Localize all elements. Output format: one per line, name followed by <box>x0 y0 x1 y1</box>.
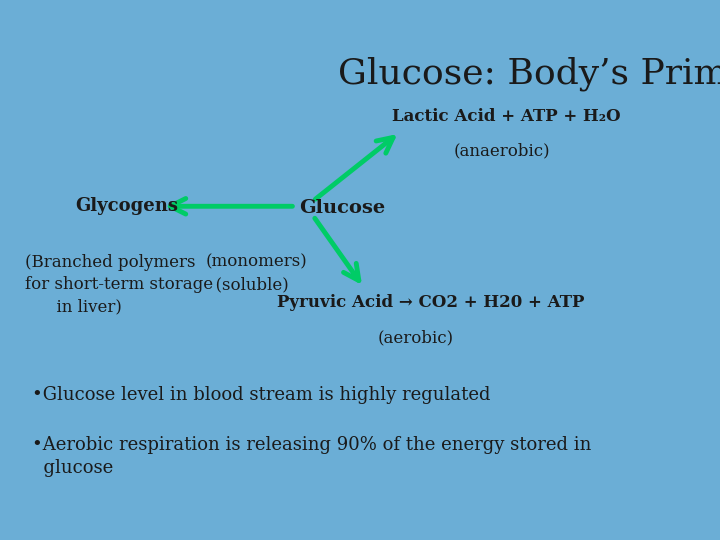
Text: Glycogens: Glycogens <box>76 197 179 215</box>
Text: (monomers)
  (soluble): (monomers) (soluble) <box>205 254 307 293</box>
Text: •Aerobic respiration is releasing 90% of the energy stored in
  glucose: •Aerobic respiration is releasing 90% of… <box>32 435 592 477</box>
Text: Pyruvic Acid → CO2 + H20 + ATP: Pyruvic Acid → CO2 + H20 + ATP <box>277 294 585 311</box>
Text: Lactic Acid + ATP + H₂O: Lactic Acid + ATP + H₂O <box>392 107 621 125</box>
Text: Glucose: Glucose <box>299 199 385 217</box>
Text: •Glucose level in blood stream is highly regulated: •Glucose level in blood stream is highly… <box>32 386 491 404</box>
Text: (anaerobic): (anaerobic) <box>454 143 550 160</box>
Text: Glucose: Body’s Primary Fuels: Glucose: Body’s Primary Fuels <box>338 57 720 91</box>
Text: (Branched polymers
for short-term storage
      in liver): (Branched polymers for short-term storag… <box>25 254 213 315</box>
Text: (aerobic): (aerobic) <box>378 329 454 346</box>
